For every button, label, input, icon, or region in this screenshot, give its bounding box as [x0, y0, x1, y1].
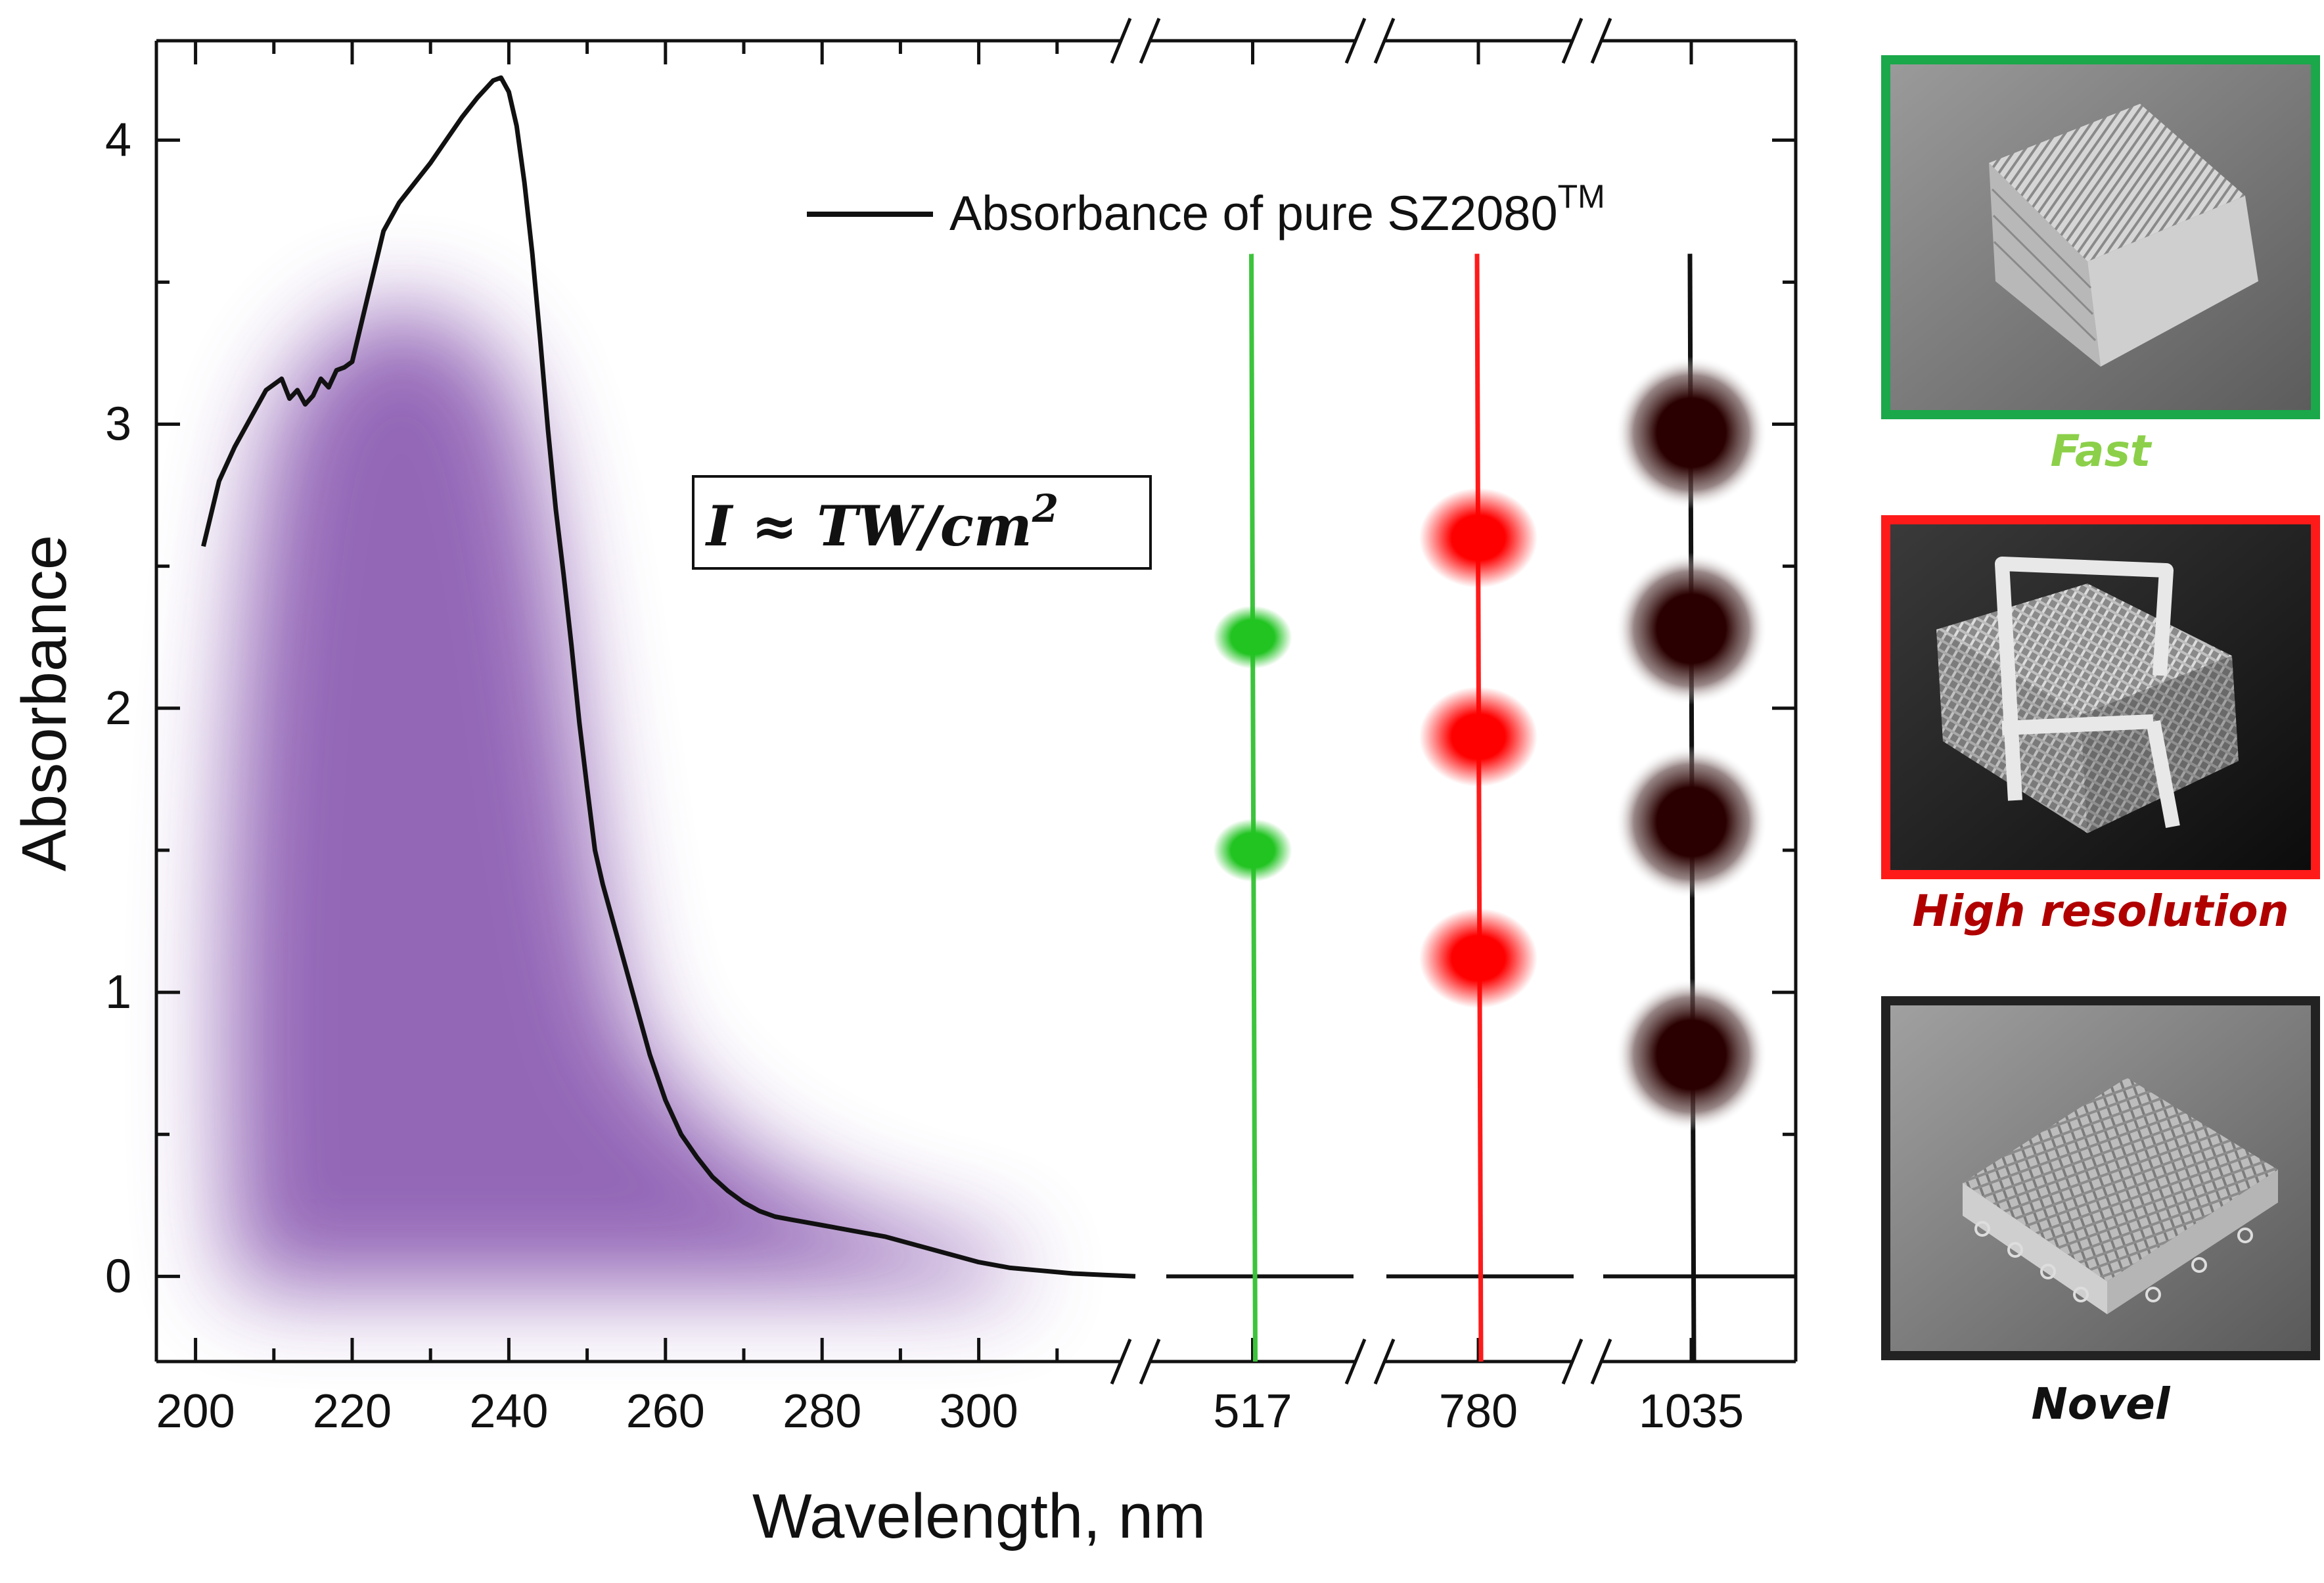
plot-frame — [154, 18, 1798, 1385]
y-tick-label: 0 — [105, 1250, 131, 1302]
axis-break-mark — [1344, 18, 1367, 64]
y-tick-label: 2 — [105, 682, 131, 735]
axis-break-mark — [1110, 1339, 1132, 1385]
focal-spot-780 — [1419, 687, 1538, 787]
laser-line-780 — [1474, 254, 1484, 1362]
y-axis-label: Absorbance — [9, 535, 80, 871]
panel-label-fast: Fast — [2050, 426, 2151, 476]
plot-marks — [201, 75, 1796, 1362]
plot-text: 0 1 2 3 4 200 220 240 260 280 300 517 780 1035 — [105, 114, 1744, 1438]
annotation-box — [692, 475, 1152, 570]
sem-image-fast — [1890, 64, 2311, 410]
absorbance-curve — [201, 75, 1136, 1279]
sem-panel-fast — [1881, 55, 2320, 419]
x-tick-label: 517 — [1213, 1385, 1292, 1438]
intensity-annotation: I ≈ TW/cm2 — [692, 475, 1152, 570]
panel-label-high-resolution: High resolution — [1912, 886, 2289, 936]
sem-panel-high-resolution — [1881, 515, 2320, 879]
absorbance-chart: 0 1 2 3 4 200 220 240 260 280 300 517 780 1035 Absorb… — [9, 18, 1798, 1551]
focal-spot-780 — [1419, 488, 1538, 588]
focal-spot-1035 — [1615, 356, 1767, 509]
x-tick-label: 1035 — [1639, 1385, 1744, 1438]
y-tick-label: 4 — [105, 114, 131, 166]
x-tick-label: 240 — [469, 1385, 548, 1438]
x-tick-label: 300 — [940, 1385, 1018, 1438]
sem-image-high-resolution — [1890, 524, 2311, 870]
laser-line-517 — [1249, 254, 1258, 1362]
annotation-text: I ≈ TW/cm2 — [705, 486, 1059, 559]
x-tick-label: 280 — [783, 1385, 861, 1438]
focal-spot-517 — [1213, 605, 1292, 669]
panel-label-novel: Novel — [2031, 1379, 2170, 1429]
x-tick-label: 220 — [313, 1385, 392, 1438]
axis-break-mark — [1344, 1339, 1367, 1385]
y-tick-label: 3 — [105, 398, 131, 451]
focal-spot-517 — [1213, 818, 1292, 882]
focal-spot-1035 — [1615, 552, 1767, 705]
focal-spot-780 — [1419, 908, 1538, 1009]
legend-label: Absorbance of pure SZ2080TM — [949, 178, 1605, 241]
sem-panel-novel — [1881, 996, 2320, 1360]
focal-spot-1035 — [1615, 745, 1767, 898]
legend: Absorbance of pure SZ2080TM — [807, 178, 1605, 241]
x-tick-label: 780 — [1439, 1385, 1518, 1438]
purple-glow — [226, 309, 1025, 1289]
axis-break-mark — [1561, 18, 1584, 64]
x-axis-label: Wavelength, nm — [752, 1481, 1206, 1551]
sem-image-novel — [1890, 1005, 2311, 1351]
x-tick-label: 260 — [626, 1385, 705, 1438]
y-tick-label: 1 — [105, 966, 131, 1019]
axis-break-mark — [1110, 18, 1132, 64]
focal-spot-1035 — [1615, 978, 1767, 1132]
axis-break-mark — [1561, 1339, 1584, 1385]
x-tick-label: 200 — [156, 1385, 235, 1438]
